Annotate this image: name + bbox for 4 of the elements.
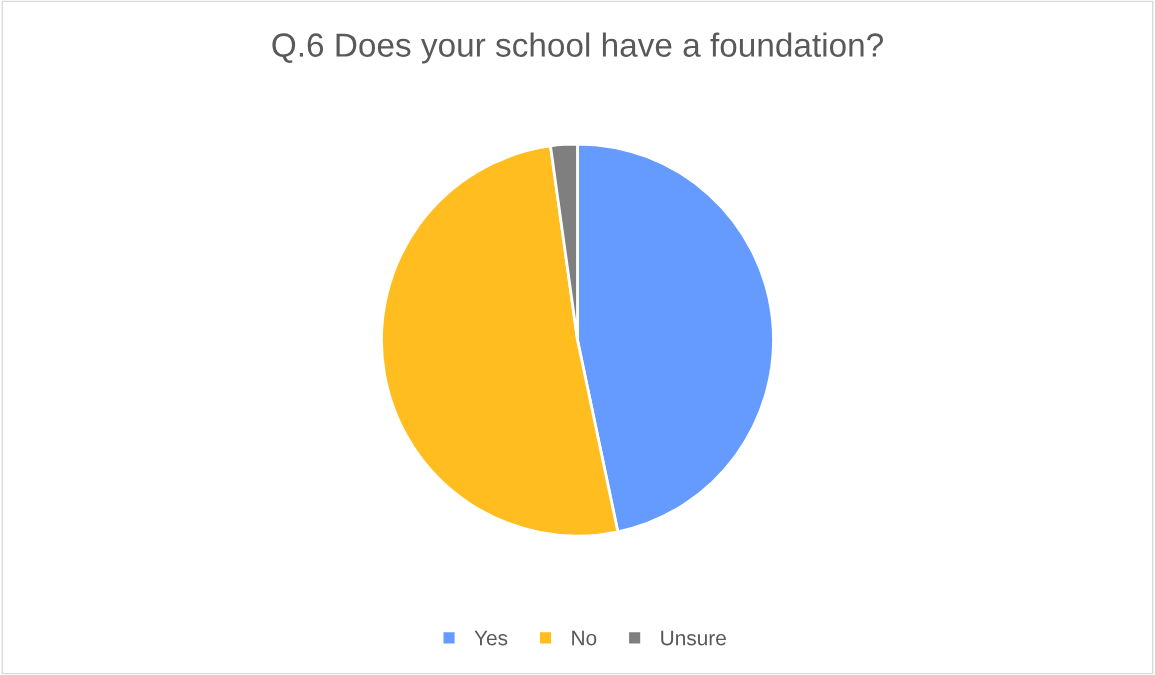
legend-label: Yes bbox=[474, 630, 508, 646]
legend-label: No bbox=[572, 630, 597, 646]
legend-label: Unsure bbox=[661, 630, 726, 646]
chart-title: Q.6 Does your school have a foundation? bbox=[272, 32, 883, 64]
